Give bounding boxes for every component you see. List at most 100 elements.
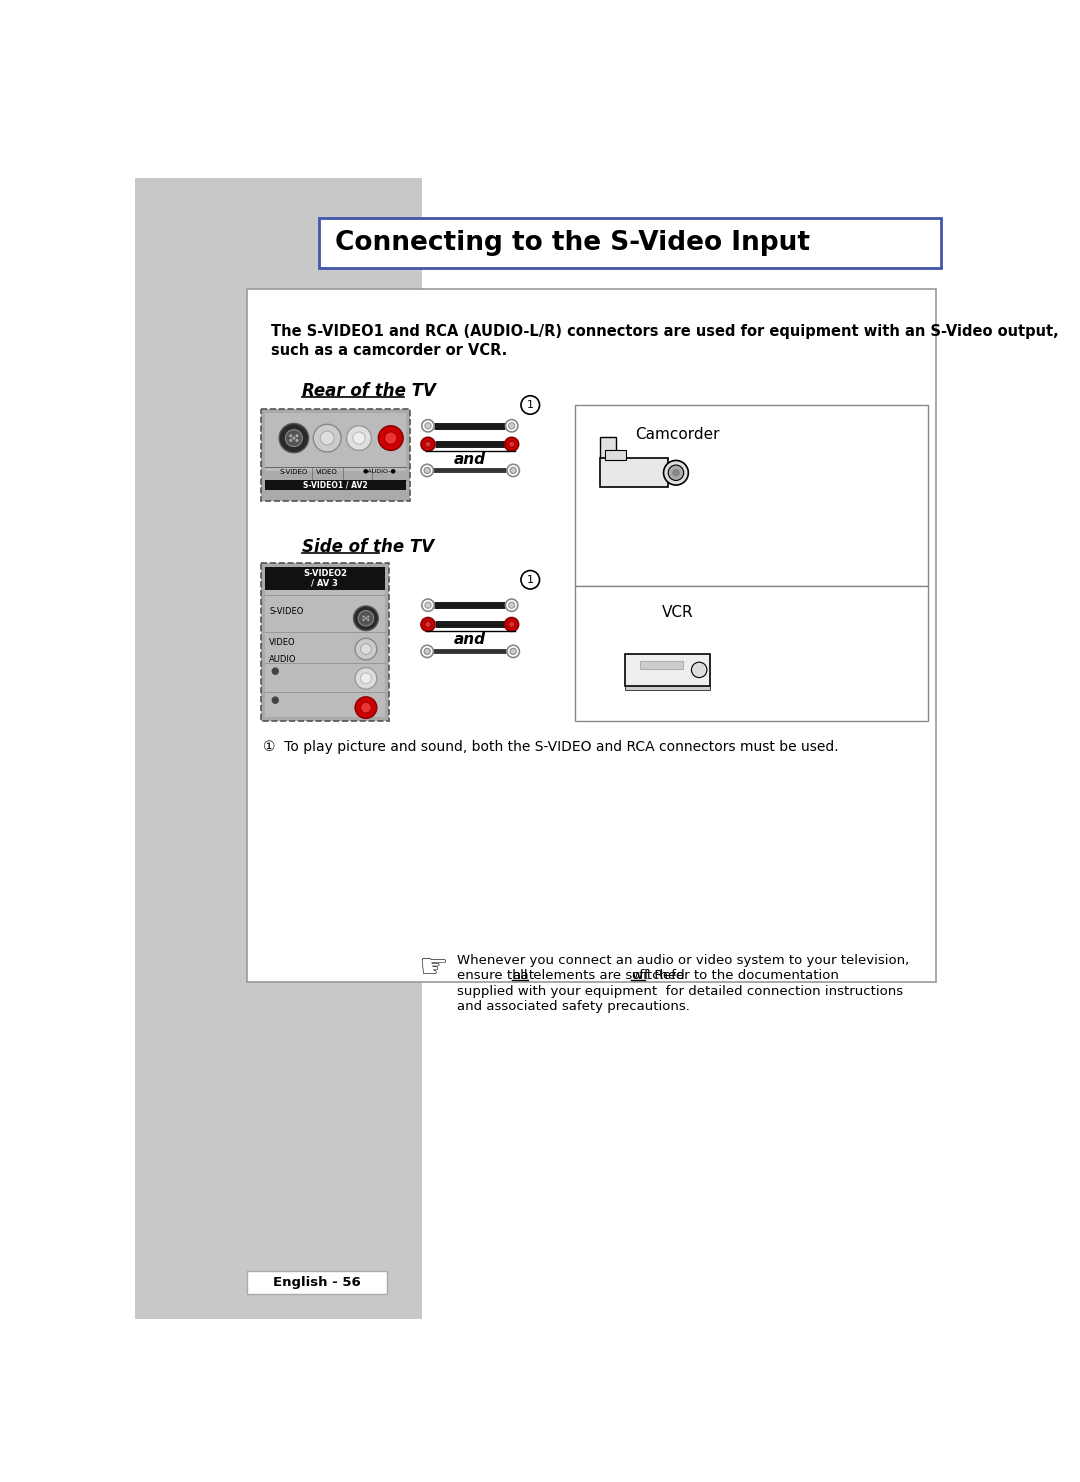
Text: ☞: ☞	[418, 951, 448, 984]
Circle shape	[289, 434, 293, 437]
Circle shape	[424, 621, 431, 627]
Text: ensure that: ensure that	[457, 969, 538, 983]
FancyBboxPatch shape	[600, 458, 669, 488]
Text: S-VIDEO: S-VIDEO	[269, 608, 303, 617]
Text: . Refer to the documentation: . Refer to the documentation	[646, 969, 838, 983]
Circle shape	[289, 439, 293, 442]
FancyBboxPatch shape	[320, 218, 941, 268]
Text: Camcorder: Camcorder	[635, 427, 719, 442]
Text: 1: 1	[527, 400, 534, 411]
Circle shape	[293, 437, 296, 440]
Text: S-VIDEO1 / AV2: S-VIDEO1 / AV2	[303, 480, 368, 489]
FancyBboxPatch shape	[605, 451, 626, 459]
Circle shape	[504, 618, 518, 631]
Text: The S-VIDEO1 and RCA (AUDIO-L/R) connectors are used for equipment with an S-Vid: The S-VIDEO1 and RCA (AUDIO-L/R) connect…	[271, 325, 1058, 339]
Circle shape	[521, 396, 540, 415]
FancyBboxPatch shape	[266, 412, 406, 471]
Text: S-VIDEO2
/ AV 3: S-VIDEO2 / AV 3	[302, 569, 347, 588]
Circle shape	[507, 645, 519, 658]
FancyBboxPatch shape	[625, 654, 710, 686]
Circle shape	[422, 599, 434, 612]
Circle shape	[521, 571, 540, 588]
Text: VCR: VCR	[662, 605, 693, 619]
Circle shape	[363, 615, 365, 618]
FancyBboxPatch shape	[266, 566, 386, 717]
Text: Whenever you connect an audio or video system to your television,: Whenever you connect an audio or video s…	[457, 954, 909, 966]
FancyBboxPatch shape	[422, 178, 972, 1319]
Text: 1: 1	[527, 575, 534, 585]
Circle shape	[365, 617, 367, 619]
FancyBboxPatch shape	[600, 437, 616, 458]
Circle shape	[663, 461, 688, 485]
Circle shape	[669, 465, 684, 480]
Circle shape	[421, 437, 435, 451]
FancyBboxPatch shape	[261, 409, 410, 501]
Circle shape	[355, 639, 377, 659]
Text: ●: ●	[271, 665, 279, 676]
Text: such as a camcorder or VCR.: such as a camcorder or VCR.	[271, 344, 507, 359]
Circle shape	[359, 611, 374, 625]
Circle shape	[296, 439, 298, 442]
Text: Side of the TV: Side of the TV	[301, 538, 434, 556]
Text: supplied with your equipment  for detailed connection instructions: supplied with your equipment for detaile…	[457, 986, 903, 997]
FancyBboxPatch shape	[247, 289, 935, 983]
Circle shape	[672, 468, 679, 477]
FancyBboxPatch shape	[261, 563, 389, 720]
Text: off: off	[631, 969, 649, 983]
Circle shape	[509, 621, 515, 627]
Text: VIDEO: VIDEO	[316, 468, 338, 474]
Circle shape	[509, 422, 515, 428]
Circle shape	[355, 697, 377, 719]
Circle shape	[510, 648, 516, 655]
Circle shape	[296, 434, 298, 437]
Circle shape	[509, 602, 515, 608]
Circle shape	[505, 419, 517, 431]
Circle shape	[424, 442, 431, 448]
Circle shape	[424, 422, 431, 428]
Circle shape	[367, 615, 369, 618]
Circle shape	[353, 431, 365, 445]
Circle shape	[507, 464, 519, 477]
Circle shape	[421, 464, 433, 477]
Text: and: and	[454, 452, 486, 467]
Text: ①  To play picture and sound, both the S-VIDEO and RCA connectors must be used.: ① To play picture and sound, both the S-…	[262, 740, 838, 754]
Circle shape	[504, 437, 518, 451]
Circle shape	[510, 467, 516, 474]
Circle shape	[378, 425, 403, 451]
Text: Rear of the TV: Rear of the TV	[301, 382, 435, 400]
Circle shape	[321, 431, 334, 445]
Circle shape	[361, 702, 372, 713]
Text: Connecting to the S-Video Input: Connecting to the S-Video Input	[335, 230, 810, 256]
Circle shape	[424, 602, 431, 608]
Text: VIDEO: VIDEO	[269, 639, 296, 648]
FancyBboxPatch shape	[576, 585, 928, 720]
FancyBboxPatch shape	[266, 566, 386, 590]
Text: ●AUDIO-●: ●AUDIO-●	[362, 468, 396, 474]
Circle shape	[421, 618, 435, 631]
Circle shape	[367, 618, 369, 621]
Circle shape	[353, 606, 378, 631]
Circle shape	[691, 662, 707, 677]
Text: ●: ●	[271, 695, 279, 705]
Text: and: and	[454, 633, 486, 648]
Text: all: all	[512, 969, 528, 983]
FancyBboxPatch shape	[135, 178, 422, 1319]
FancyBboxPatch shape	[576, 405, 928, 585]
Circle shape	[361, 673, 372, 683]
Circle shape	[422, 419, 434, 431]
Circle shape	[313, 424, 341, 452]
Circle shape	[424, 467, 430, 474]
FancyBboxPatch shape	[640, 661, 683, 668]
Circle shape	[421, 645, 433, 658]
Text: elements are switched: elements are switched	[529, 969, 689, 983]
Circle shape	[505, 599, 517, 612]
Circle shape	[509, 442, 515, 448]
Circle shape	[355, 667, 377, 689]
Circle shape	[361, 643, 372, 655]
Text: S-VIDEO: S-VIDEO	[280, 468, 308, 474]
Circle shape	[424, 648, 430, 655]
FancyBboxPatch shape	[266, 480, 406, 491]
FancyBboxPatch shape	[247, 1272, 387, 1294]
Circle shape	[363, 618, 365, 621]
Circle shape	[279, 424, 309, 452]
